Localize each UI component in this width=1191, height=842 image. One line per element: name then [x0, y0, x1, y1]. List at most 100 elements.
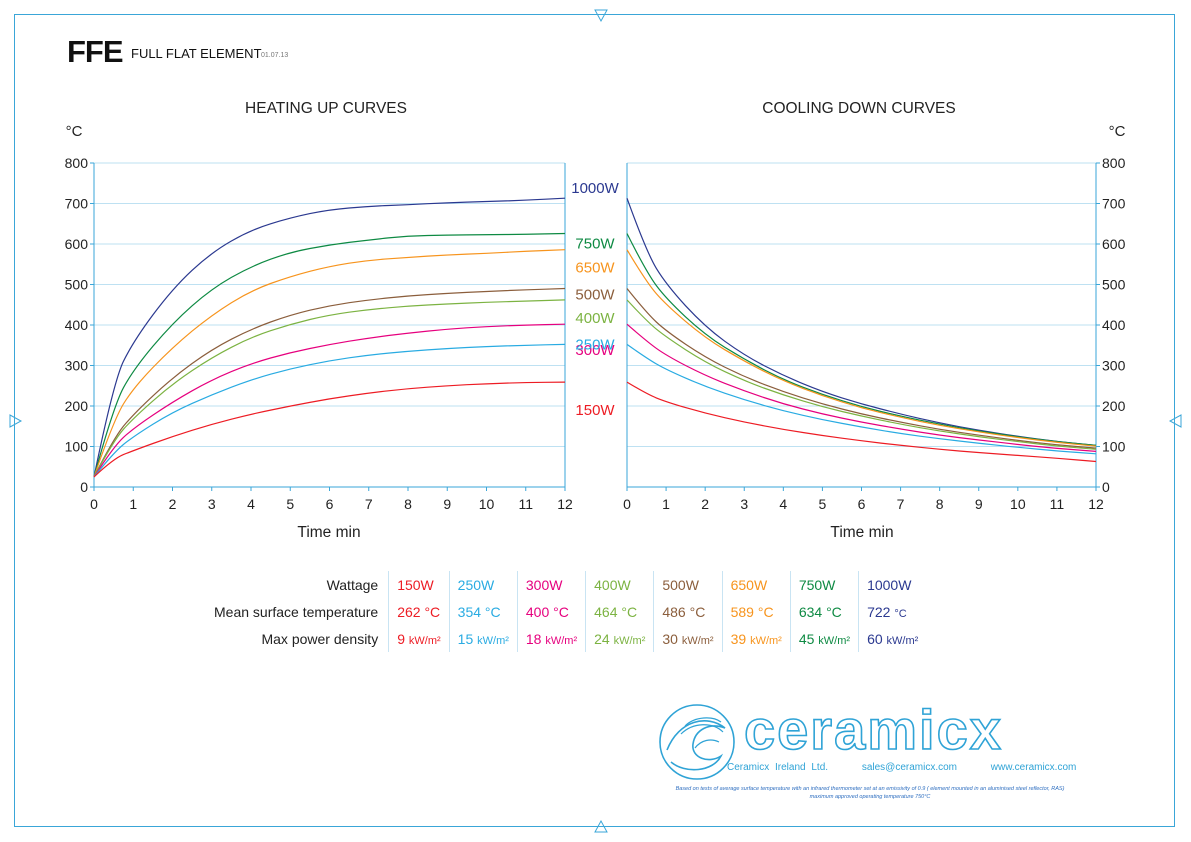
x-tick-label: 0	[90, 496, 98, 512]
footnote: Based on tests of average surface temper…	[630, 785, 1110, 801]
wattage-cell: 250W	[448, 571, 518, 598]
y-tick-label: 400	[1102, 317, 1126, 333]
chart-title: COOLING DOWN CURVES	[762, 100, 956, 117]
y-tick-label: 300	[1102, 358, 1126, 374]
temperature-cell: 589 °C	[721, 598, 791, 625]
series-line-250W	[626, 343, 1097, 455]
y-tick-label: 800	[65, 155, 89, 171]
series-line-750W	[626, 233, 1097, 446]
temperature-cell: 262 °C	[388, 598, 450, 625]
x-tick-label: 11	[518, 496, 533, 512]
series-line-150W	[93, 381, 566, 478]
wattage-cell: 750W	[789, 571, 859, 598]
y-tick-label: 700	[65, 196, 89, 212]
x-tick-label: 8	[936, 496, 944, 512]
y-tick-label: 200	[65, 398, 89, 414]
wattage-label: Wattage	[326, 576, 379, 593]
x-tick-label: 4	[779, 496, 787, 512]
website-link[interactable]: www.ceramicx.com	[990, 762, 1077, 773]
density-cell: 18 kW/m²	[516, 625, 586, 652]
y-tick-label: 100	[65, 439, 89, 455]
temperature-label: Mean surface temperature	[214, 603, 379, 620]
y-tick-label: 200	[1102, 398, 1126, 414]
company-name: Ceramicx Ireland Ltd.	[727, 762, 829, 773]
x-tick-label: 7	[897, 496, 905, 512]
x-axis-label: Time min	[830, 524, 893, 541]
x-tick-label: 3	[740, 496, 748, 512]
density-cell: 39 kW/m²	[721, 625, 791, 652]
footnote-line-1: Based on tests of average surface temper…	[675, 786, 1065, 792]
series-label-300W: 300W	[575, 342, 615, 359]
wattage-cell: 400W	[585, 571, 654, 598]
y-tick-label: 800	[1102, 155, 1126, 171]
density-row: Max power density 9 kW/m² 15 kW/m² 18 kW…	[206, 625, 927, 652]
footnote-line-2: maximum approved operating temperature 7…	[809, 794, 931, 800]
temperature-row: Mean surface temperature 262 °C 354 °C 4…	[206, 598, 927, 625]
x-axis-label: Time min	[297, 524, 360, 541]
series-line-300W	[93, 323, 566, 478]
temperature-cell: 722 °C	[858, 598, 927, 625]
y-tick-label: 0	[1102, 479, 1110, 495]
x-tick-label: 4	[247, 496, 255, 512]
y-tick-label: 700	[1102, 196, 1126, 212]
series-line-750W	[93, 232, 566, 478]
x-tick-label: 9	[443, 496, 451, 512]
series-line-400W	[626, 299, 1097, 450]
x-tick-label: 12	[557, 496, 573, 512]
document-date: 01.07.13	[261, 52, 289, 59]
density-label: Max power density	[261, 630, 379, 647]
density-cell: 24 kW/m²	[585, 625, 654, 652]
email-link[interactable]: sales@ceramicx.com	[861, 762, 957, 773]
x-tick-label: 2	[169, 496, 177, 512]
x-tick-label: 10	[479, 496, 495, 512]
density-cell: 9 kW/m²	[388, 625, 450, 652]
y-tick-label: 600	[1102, 236, 1126, 252]
x-tick-label: 7	[365, 496, 373, 512]
product-name: FULL FLAT ELEMENT	[131, 46, 262, 61]
x-tick-label: 11	[1050, 496, 1065, 512]
temperature-cell: 486 °C	[653, 598, 723, 625]
series-label-250W: 250W	[575, 336, 615, 353]
wattage-cell: 1000W	[858, 571, 927, 598]
series-line-250W	[93, 343, 566, 478]
wattage-cell: 150W	[388, 571, 450, 598]
y-axis-label: °C	[66, 123, 83, 140]
wattage-cell: 650W	[721, 571, 791, 598]
x-tick-label: 0	[623, 496, 631, 512]
temperature-cell: 400 °C	[516, 598, 586, 625]
x-tick-label: 8	[404, 496, 412, 512]
x-tick-label: 12	[1088, 496, 1104, 512]
temperature-cell: 354 °C	[448, 598, 518, 625]
contact-line: Ceramicx Ireland Ltd. sales@ceramicx.com…	[727, 762, 1104, 773]
series-line-400W	[93, 299, 566, 478]
marker-top-icon	[594, 9, 608, 23]
specs-table: Wattage 150W 250W 300W 400W 500W 650W 75…	[206, 571, 927, 652]
x-tick-label: 5	[286, 496, 294, 512]
series-line-650W	[626, 249, 1097, 447]
x-tick-label: 3	[208, 496, 216, 512]
y-tick-label: 300	[65, 358, 89, 374]
temperature-cell: 634 °C	[789, 598, 859, 625]
x-tick-label: 10	[1010, 496, 1026, 512]
temperature-cell: 464 °C	[585, 598, 654, 625]
y-tick-label: 600	[65, 236, 89, 252]
y-tick-label: 0	[80, 479, 88, 495]
series-label-750W: 750W	[575, 235, 615, 252]
x-tick-label: 6	[326, 496, 334, 512]
density-cell: 30 kW/m²	[653, 625, 723, 652]
x-tick-label: 2	[701, 496, 709, 512]
series-line-500W	[626, 288, 1097, 449]
series-line-500W	[93, 287, 566, 478]
density-cell: 60 kW/m²	[858, 625, 927, 652]
x-tick-label: 1	[129, 496, 137, 512]
x-tick-label: 6	[858, 496, 866, 512]
marker-bottom-icon	[594, 819, 608, 833]
series-label-500W: 500W	[575, 287, 615, 304]
density-cell: 15 kW/m²	[448, 625, 518, 652]
chart-title: HEATING UP CURVES	[245, 100, 407, 117]
marker-right-icon	[1168, 414, 1182, 428]
y-tick-label: 100	[1102, 439, 1126, 455]
x-tick-label: 9	[975, 496, 983, 512]
